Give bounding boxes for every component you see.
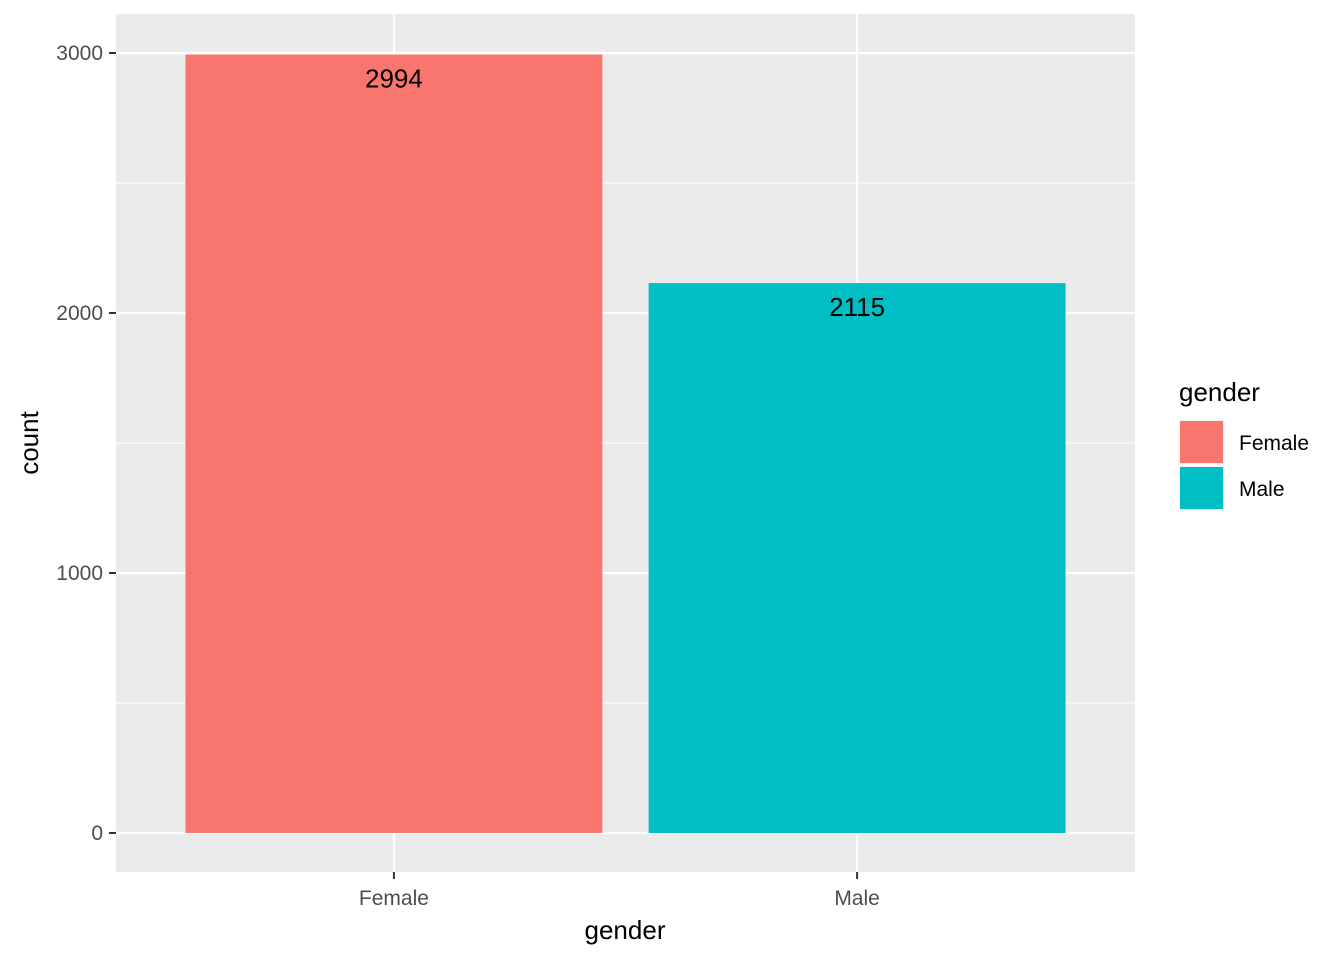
- data-label: 2115: [829, 292, 885, 322]
- x-tick-label: Female: [359, 887, 429, 910]
- legend-items: Female Male: [1179, 420, 1309, 510]
- y-tick-label: 1000: [56, 562, 103, 585]
- axes: 0 1000 2000 3000 Female Male: [56, 42, 880, 910]
- x-tick-label: Male: [834, 887, 880, 910]
- legend-title: gender: [1179, 377, 1260, 407]
- legend-swatch-male: [1180, 467, 1223, 509]
- y-tick-label: 0: [91, 822, 103, 845]
- y-tick-label: 2000: [56, 302, 103, 325]
- y-tick-label: 3000: [56, 42, 103, 65]
- legend: gender Female Male: [1179, 377, 1309, 510]
- legend-label: Female: [1239, 432, 1309, 455]
- legend-label: Male: [1239, 478, 1285, 501]
- x-axis-title: gender: [585, 915, 666, 945]
- bar-male: [648, 283, 1066, 834]
- bar-female: [185, 54, 603, 834]
- data-labels: 2994 2115: [365, 64, 885, 323]
- legend-swatch-female: [1180, 421, 1223, 463]
- data-label: 2994: [365, 64, 423, 94]
- y-axis-title: count: [14, 410, 44, 474]
- bars: [185, 54, 1066, 834]
